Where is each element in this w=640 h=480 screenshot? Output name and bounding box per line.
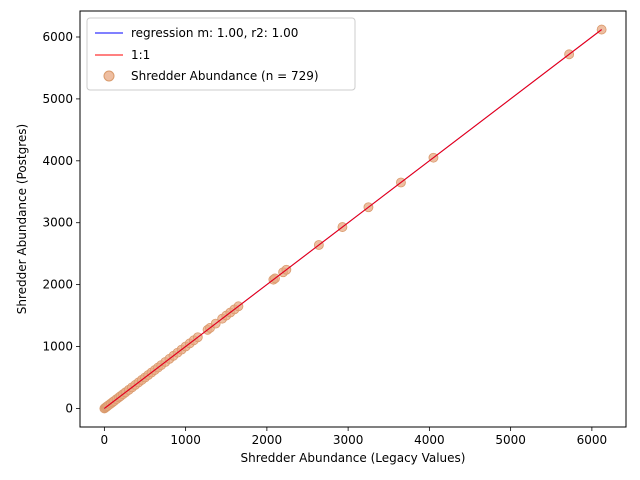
x-tick-label: 1000 [170,433,201,447]
x-tick-label: 4000 [414,433,445,447]
x-tick-label: 0 [101,433,109,447]
x-axis-ticks: 0 1000 2000 3000 4000 5000 6000 [101,427,608,447]
legend-box [86,17,356,91]
data-point [596,24,607,35]
legend-label-regression: regression m: 1.00, r2: 1.00 [131,26,298,40]
x-tick-label: 2000 [252,433,283,447]
x-axis-label: Shredder Abundance (Legacy Values) [241,451,466,465]
y-tick-label: 4000 [42,154,73,168]
plot-frame [79,10,627,428]
y-tick-label: 1000 [42,340,73,354]
y-tick-label: 5000 [42,92,73,106]
plot-area [99,24,607,414]
y-tick-label: 6000 [42,30,73,44]
legend-swatch-points [103,70,115,82]
x-tick-label: 6000 [577,433,608,447]
x-tick-label: 3000 [333,433,364,447]
legend-label-points: Shredder Abundance (n = 729) [131,69,319,83]
y-tick-label: 3000 [42,216,73,230]
one-to-one-line [104,29,602,409]
legend-label-one-to-one: 1:1 [131,48,150,62]
y-tick-label: 0 [65,401,73,415]
x-tick-label: 5000 [495,433,526,447]
y-axis-label: Shredder Abundance (Postgres) [15,124,29,314]
y-tick-label: 2000 [42,278,73,292]
y-axis-ticks: 0 1000 2000 3000 4000 5000 6000 [42,30,80,415]
legend: regression m: 1.00, r2: 1.00 1:1 Shredde… [86,17,356,91]
